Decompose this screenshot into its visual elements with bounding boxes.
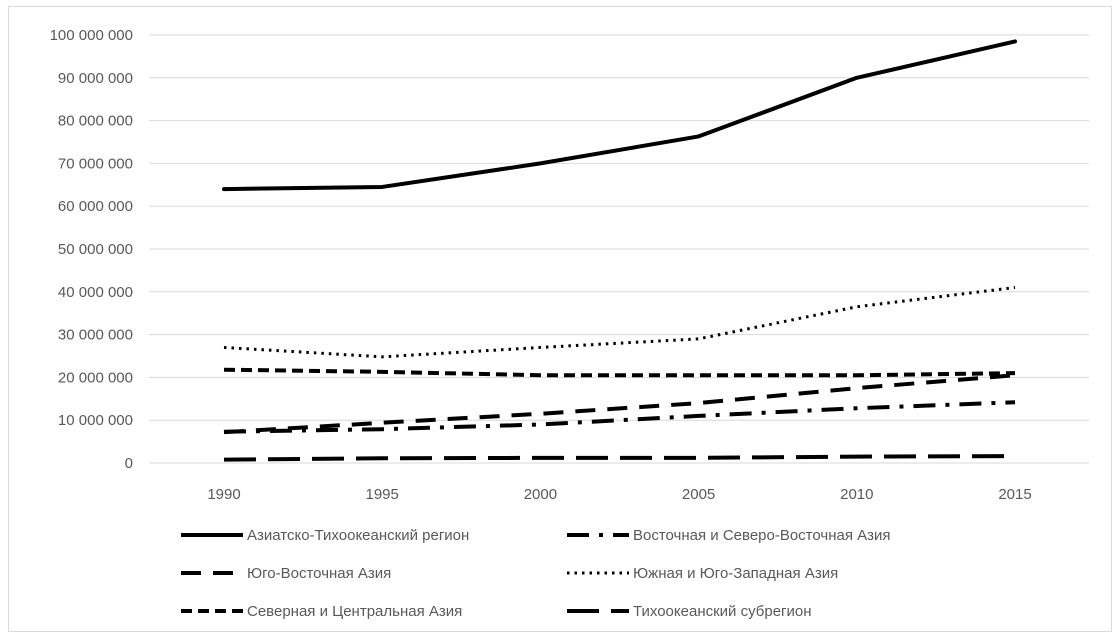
- series-line-4: [223, 286, 1016, 359]
- y-tick-label: 90 000 000: [58, 70, 133, 87]
- y-tick-label: 20 000 000: [58, 369, 133, 386]
- legend-label: Южная и Юго-Западная Азия: [633, 565, 838, 582]
- x-tick-label: 2000: [524, 486, 557, 503]
- legend-item: Северная и Центральная Азия: [181, 603, 462, 620]
- y-tick-label: 60 000 000: [58, 198, 133, 215]
- y-tick-label: 100 000 000: [50, 27, 133, 44]
- legend-label: Азиатско-Тихоокеанский регион: [247, 527, 469, 544]
- line-chart: 0 10 000 000 20 000 000 30 000 000 40 000 00…: [50, 27, 1089, 620]
- x-tick-label: 2015: [998, 486, 1031, 503]
- x-tick-label: 2010: [840, 486, 873, 503]
- legend-item: Азиатско-Тихоокеанский регион: [181, 527, 469, 544]
- series-line-2: [223, 400, 1016, 434]
- y-tick-label: 70 000 000: [58, 155, 133, 172]
- axis-labels: 0 10 000 000 20 000 000 30 000 000 40 000 00…: [50, 27, 1032, 503]
- series-line-1: [222, 39, 1017, 192]
- legend: Азиатско-Тихоокеанский регион Восточная и…: [181, 527, 891, 620]
- legend-item: Юго-Восточная Азия: [181, 565, 391, 582]
- x-tick-label: 2005: [682, 486, 715, 503]
- y-tick-label: 30 000 000: [58, 327, 133, 344]
- y-tick-label: 80 000 000: [58, 113, 133, 130]
- y-tick-label: 40 000 000: [58, 284, 133, 301]
- x-tick-label: 1995: [366, 486, 399, 503]
- legend-item: Южная и Юго-Западная Азия: [567, 565, 838, 582]
- chart-frame: 0 10 000 000 20 000 000 30 000 000 40 000 00…: [8, 6, 1112, 632]
- y-tick-label: 10 000 000: [58, 412, 133, 429]
- legend-item: Восточная и Северо-Восточная Азия: [567, 527, 891, 544]
- series-lines: [222, 39, 1017, 462]
- legend-item: Тихоокеанский субрегион: [567, 603, 812, 620]
- x-tick-label: 1990: [207, 486, 240, 503]
- legend-label: Тихоокеанский субрегион: [633, 603, 812, 620]
- legend-label: Восточная и Северо-Восточная Азия: [633, 527, 891, 544]
- legend-label: Юго-Восточная Азия: [247, 565, 391, 582]
- series-line-6: [223, 454, 1016, 462]
- y-tick-label: 50 000 000: [58, 241, 133, 258]
- legend-label: Северная и Центральная Азия: [247, 603, 462, 620]
- gridlines: [149, 34, 1089, 464]
- series-line-3: [223, 373, 1016, 435]
- y-tick-label: 0: [125, 455, 133, 472]
- series-line-5: [223, 367, 1016, 378]
